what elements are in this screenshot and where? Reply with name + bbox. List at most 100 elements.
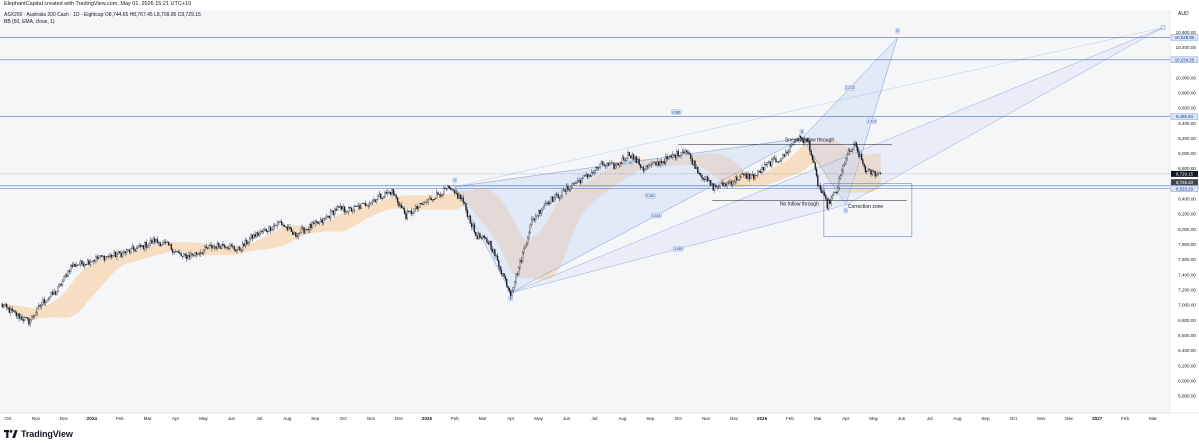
candle-body — [95, 256, 97, 262]
candle-body — [704, 179, 706, 180]
candle-body — [604, 165, 607, 167]
candle-body — [581, 178, 583, 184]
candle-body — [102, 255, 104, 257]
candle-body — [317, 221, 319, 224]
candle-body — [335, 208, 337, 211]
candle-body — [621, 157, 624, 164]
candle-body — [60, 283, 62, 286]
candle-body — [67, 270, 69, 277]
candle-body — [357, 205, 360, 207]
candle-body — [405, 213, 407, 219]
candle-body — [236, 249, 238, 252]
candle-body — [579, 180, 582, 184]
candle-body — [607, 163, 610, 166]
candle-body — [730, 181, 732, 185]
x-tick-label: Dec — [1065, 416, 1074, 421]
candle-body — [440, 194, 442, 197]
candle-body — [395, 195, 397, 198]
candle-body — [858, 151, 860, 158]
candle-body — [520, 260, 522, 262]
candle-body — [695, 166, 698, 169]
candle-body — [385, 192, 388, 194]
candle-body — [38, 305, 40, 308]
candle-body — [516, 273, 518, 275]
candle-body — [165, 241, 167, 243]
candle-body — [739, 176, 741, 180]
candle-body — [646, 165, 649, 168]
candle-body — [251, 234, 254, 239]
candle-body — [639, 164, 642, 168]
candle-body — [308, 224, 311, 231]
chart-background — [0, 10, 1170, 413]
candle-body — [591, 172, 593, 177]
candle-body — [364, 202, 367, 207]
candle-body — [45, 301, 47, 304]
candle-body — [775, 158, 777, 162]
candle-body — [43, 299, 45, 304]
ratio-label-box — [844, 85, 855, 91]
candle-body — [392, 189, 395, 195]
candle-body — [402, 207, 404, 209]
correction-zone-box — [823, 183, 913, 237]
annotations: Sneaky follow through No follow through Co… — [678, 137, 913, 237]
candle-body — [32, 315, 34, 317]
candle-body — [356, 206, 358, 207]
price-badge-label: 8,729.15 — [1176, 172, 1194, 177]
candle-body — [214, 246, 216, 248]
candle-body — [623, 157, 625, 161]
candle-body — [416, 206, 418, 210]
candle-body — [433, 199, 435, 200]
tradingview-logo[interactable]: TradingView — [4, 428, 73, 440]
candle-body — [68, 270, 71, 272]
candle-body — [610, 162, 612, 164]
candle-body — [237, 247, 240, 251]
candle-body — [92, 260, 94, 262]
candle-body — [162, 242, 164, 245]
candle-body — [588, 174, 590, 178]
candle-body — [233, 246, 235, 250]
candle-body — [765, 164, 767, 165]
candle-body — [571, 183, 573, 188]
candle-body — [719, 183, 721, 188]
x-tick-label: Sep — [981, 416, 990, 421]
x-tick-label: Oct — [675, 416, 683, 421]
candle-body — [557, 194, 559, 199]
candle-body — [28, 318, 30, 325]
candle-body — [248, 238, 251, 243]
candle-body — [329, 210, 332, 219]
candle-body — [64, 274, 66, 277]
candle-body — [666, 156, 668, 160]
candle-body — [107, 256, 110, 258]
pattern-point-label: B — [801, 130, 804, 134]
candle-body — [218, 243, 220, 247]
currency-label: AUD — [1178, 11, 1189, 17]
candle-body — [582, 175, 584, 179]
ratio-label: 0.886 — [672, 110, 680, 114]
y-tick-label: 9,200.00 — [1178, 136, 1196, 141]
candle-body — [532, 218, 534, 220]
candle-body — [188, 255, 191, 258]
x-tick-label: Apr — [842, 416, 850, 421]
candle-body — [98, 257, 100, 259]
candle-body — [227, 247, 230, 249]
candle-body — [401, 205, 403, 209]
ratio-label-box — [651, 212, 662, 219]
candle-body — [423, 202, 425, 205]
candle-body — [672, 154, 674, 158]
candle-body — [736, 176, 738, 181]
candle-body — [410, 210, 413, 214]
price-badge — [1171, 170, 1198, 177]
candle-body — [723, 183, 725, 187]
candle-body — [769, 161, 772, 167]
candle-body — [211, 245, 213, 249]
candle-body — [57, 286, 59, 292]
candle-body — [504, 276, 507, 280]
candle-body — [299, 232, 301, 234]
candle-body — [455, 192, 457, 194]
candle-body — [195, 252, 198, 255]
candle-body — [219, 246, 221, 249]
candle-body — [818, 185, 820, 187]
candle-body — [106, 256, 108, 258]
candle-body — [634, 156, 636, 160]
